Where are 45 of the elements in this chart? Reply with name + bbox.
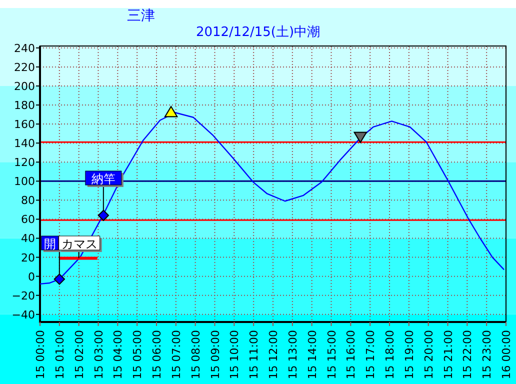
x-tick-label: 15 21:00 [442, 330, 455, 380]
y-tick-label: 0 [28, 270, 35, 284]
x-tick-label: 15 13:00 [286, 330, 300, 380]
y-tick-label: 120 [14, 156, 35, 170]
x-tick-label: 15 01:00 [53, 330, 66, 380]
x-tick-label: 15 22:00 [461, 330, 474, 380]
annotation: 開 [44, 237, 56, 251]
x-tick-label: 15 02:00 [72, 330, 86, 380]
x-tick-label: 15 23:00 [480, 330, 494, 380]
x-tick-label: 15 14:00 [306, 330, 319, 380]
x-tick-label: 15 18:00 [384, 330, 396, 380]
x-tick-label: 15 12:00 [267, 330, 280, 380]
x-tick-label: 15 11:00 [248, 330, 261, 380]
x-tick-label: 15 15:00 [325, 330, 338, 380]
x-tick-label: 15 19:00 [402, 330, 416, 380]
x-tick-label: 15 20:00 [422, 330, 436, 380]
chart-subtitle: 2012/12/15(土)中潮 [196, 25, 320, 40]
x-tick-label: 15 16:00 [344, 330, 358, 380]
x-tick-label: 15 17:00 [364, 330, 378, 380]
y-tick-label: 20 [21, 251, 35, 264]
x-tick-label: 15 09:00 [208, 330, 222, 380]
y-tick-label: 160 [14, 118, 35, 132]
y-tick-label: 140 [14, 137, 35, 150]
y-tick-label: 200 [14, 80, 35, 93]
y-tick-label: −20 [12, 289, 35, 302]
annotation: 納竿 [91, 172, 116, 186]
y-tick-label: 40 [21, 232, 35, 246]
x-tick-label: 15 07:00 [170, 330, 183, 380]
y-tick-label: 220 [14, 60, 35, 74]
x-tick-label: 15 05:00 [131, 330, 144, 380]
x-tick-label: 15 00:00 [34, 330, 47, 380]
x-tick-label: 15 06:00 [150, 330, 164, 380]
y-tick-label: 240 [14, 42, 35, 55]
annotation: カマス [61, 237, 98, 251]
x-tick-label: 15 04:00 [112, 330, 125, 380]
y-tick-label: 100 [14, 175, 35, 188]
x-tick-label: 15 10:00 [228, 330, 242, 380]
y-tick-label: 80 [21, 194, 35, 208]
x-tick-label: 16 00:00 [500, 330, 513, 380]
y-tick-label: 180 [14, 99, 35, 112]
y-tick-label: −40 [12, 308, 35, 322]
chart-title: 三津 [127, 8, 155, 24]
x-tick-label: 15 08:00 [189, 330, 202, 380]
y-tick-label: 60 [21, 213, 35, 226]
x-tick-label: 15 03:00 [92, 330, 106, 380]
